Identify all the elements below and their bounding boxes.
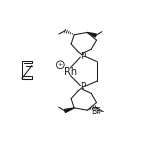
Polygon shape: [64, 108, 74, 112]
Text: Rh: Rh: [64, 67, 77, 77]
Text: 4: 4: [97, 110, 100, 115]
Text: P: P: [80, 82, 85, 91]
Text: +: +: [58, 62, 63, 67]
Text: −: −: [99, 108, 104, 113]
Text: P: P: [80, 52, 85, 61]
Text: BF: BF: [91, 107, 101, 116]
Polygon shape: [87, 32, 96, 37]
